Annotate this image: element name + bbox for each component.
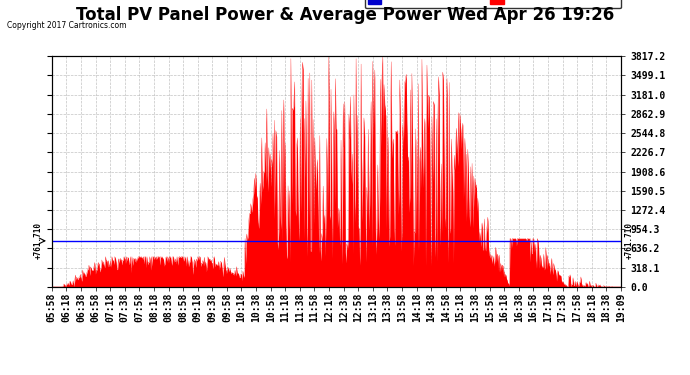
Text: +761.710: +761.710 bbox=[624, 222, 634, 260]
Legend: Average  (DC Watts), PV Panels  (DC Watts): Average (DC Watts), PV Panels (DC Watts) bbox=[365, 0, 621, 8]
Text: +761.710: +761.710 bbox=[33, 222, 43, 260]
Text: Copyright 2017 Cartronics.com: Copyright 2017 Cartronics.com bbox=[7, 21, 126, 30]
Text: Total PV Panel Power & Average Power Wed Apr 26 19:26: Total PV Panel Power & Average Power Wed… bbox=[76, 6, 614, 24]
